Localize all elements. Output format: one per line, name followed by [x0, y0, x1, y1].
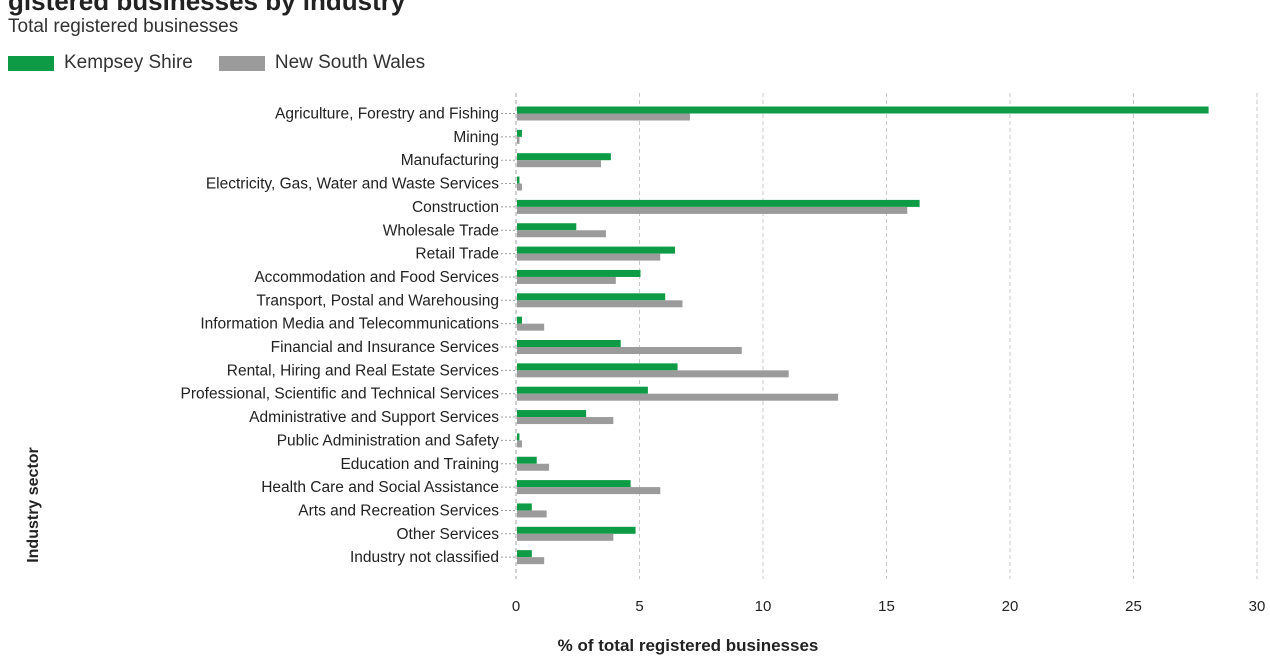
- y-tick-label: Financial and Insurance Services: [271, 339, 500, 356]
- x-tick-label: 0: [512, 598, 520, 615]
- y-tick-label: Wholesale Trade: [383, 222, 499, 239]
- bar-nsw: [517, 510, 547, 518]
- legend: Kempsey Shire New South Wales: [8, 52, 451, 74]
- bar-kempsey: [517, 129, 522, 137]
- y-tick-label: Arts and Recreation Services: [298, 502, 499, 519]
- y-tick-label: Information Media and Telecommunications: [200, 316, 499, 333]
- x-tick-label: 20: [1002, 598, 1019, 615]
- bar-kempsey: [517, 456, 537, 464]
- bar-nsw: [517, 417, 614, 425]
- chart-subtitle: Total registered businesses: [8, 16, 239, 37]
- legend-item-kempsey: Kempsey Shire: [8, 52, 193, 74]
- bar-nsw: [517, 557, 545, 565]
- bar-nsw: [517, 323, 545, 331]
- bar-kempsey: [517, 526, 636, 534]
- x-tick-label: 25: [1125, 598, 1142, 615]
- bar-kempsey: [517, 199, 920, 207]
- bar-nsw: [517, 440, 522, 448]
- x-tick-label: 30: [1249, 598, 1266, 615]
- bar-nsw: [517, 463, 550, 471]
- bar-kempsey: [517, 433, 520, 441]
- bar-nsw: [517, 230, 606, 238]
- bar-kempsey: [517, 340, 621, 347]
- y-tick-label: Professional, Scientific and Technical S…: [181, 386, 500, 403]
- legend-label-nsw: New South Wales: [274, 52, 426, 73]
- bar-kempsey: [517, 386, 648, 394]
- bar-nsw: [517, 113, 690, 121]
- bar-nsw: [517, 206, 908, 214]
- bar-kempsey: [517, 293, 666, 301]
- x-tick-label: 10: [755, 598, 772, 615]
- bar-kempsey: [517, 480, 631, 488]
- bar-nsw: [517, 276, 616, 284]
- legend-swatch-kempsey: [8, 55, 54, 71]
- bar-nsw: [517, 183, 522, 191]
- bar-nsw: [517, 487, 661, 495]
- bar-kempsey: [517, 550, 532, 558]
- y-tick-label: Mining: [453, 129, 499, 146]
- bar-nsw: [517, 393, 839, 401]
- bar-nsw: [517, 160, 601, 168]
- bar-kempsey: [517, 269, 641, 277]
- bar-kempsey: [517, 363, 678, 371]
- x-tick-label: 5: [635, 598, 643, 615]
- bar-nsw: [517, 136, 520, 144]
- y-tick-label: Accommodation and Food Services: [254, 269, 499, 286]
- x-axis-label: % of total registered businesses: [557, 636, 819, 655]
- y-tick-label: Rental, Hiring and Real Estate Services: [227, 362, 499, 379]
- y-tick-label: Agriculture, Forestry and Fishing: [275, 106, 499, 123]
- bar-nsw: [517, 533, 614, 541]
- y-axis-label: Industry sector: [25, 447, 42, 563]
- bar-nsw: [517, 253, 661, 261]
- bar-kempsey: [517, 153, 611, 161]
- bar-kempsey: [517, 176, 520, 184]
- y-tick-label: Construction: [412, 199, 499, 216]
- y-tick-label: Transport, Postal and Warehousing: [256, 292, 499, 309]
- y-tick-label: Education and Training: [340, 456, 499, 473]
- bar-nsw: [517, 347, 742, 354]
- bar-kempsey: [517, 106, 1209, 114]
- y-tick-label: Retail Trade: [415, 246, 499, 263]
- bar-kempsey: [517, 223, 577, 231]
- legend-item-nsw: New South Wales: [218, 52, 426, 74]
- y-tick-label: Manufacturing: [401, 152, 499, 169]
- bar-nsw: [517, 300, 683, 308]
- y-tick-label: Other Services: [396, 526, 499, 543]
- bar-nsw: [517, 370, 789, 378]
- bar-kempsey: [517, 246, 676, 254]
- y-tick-label: Electricity, Gas, Water and Waste Servic…: [206, 176, 499, 193]
- bar-kempsey: [517, 503, 532, 511]
- y-tick-label: Administrative and Support Services: [249, 409, 499, 426]
- y-tick-label: Industry not classified: [350, 549, 499, 566]
- y-tick-label: Public Administration and Safety: [277, 432, 500, 449]
- bar-kempsey: [517, 316, 522, 324]
- chart-title: gistered businesses by industry: [8, 0, 406, 16]
- legend-label-kempsey: Kempsey Shire: [64, 52, 193, 73]
- x-tick-label: 15: [878, 598, 895, 615]
- bar-kempsey: [517, 410, 587, 418]
- y-tick-label: Health Care and Social Assistance: [261, 479, 499, 496]
- legend-swatch-nsw: [218, 55, 265, 71]
